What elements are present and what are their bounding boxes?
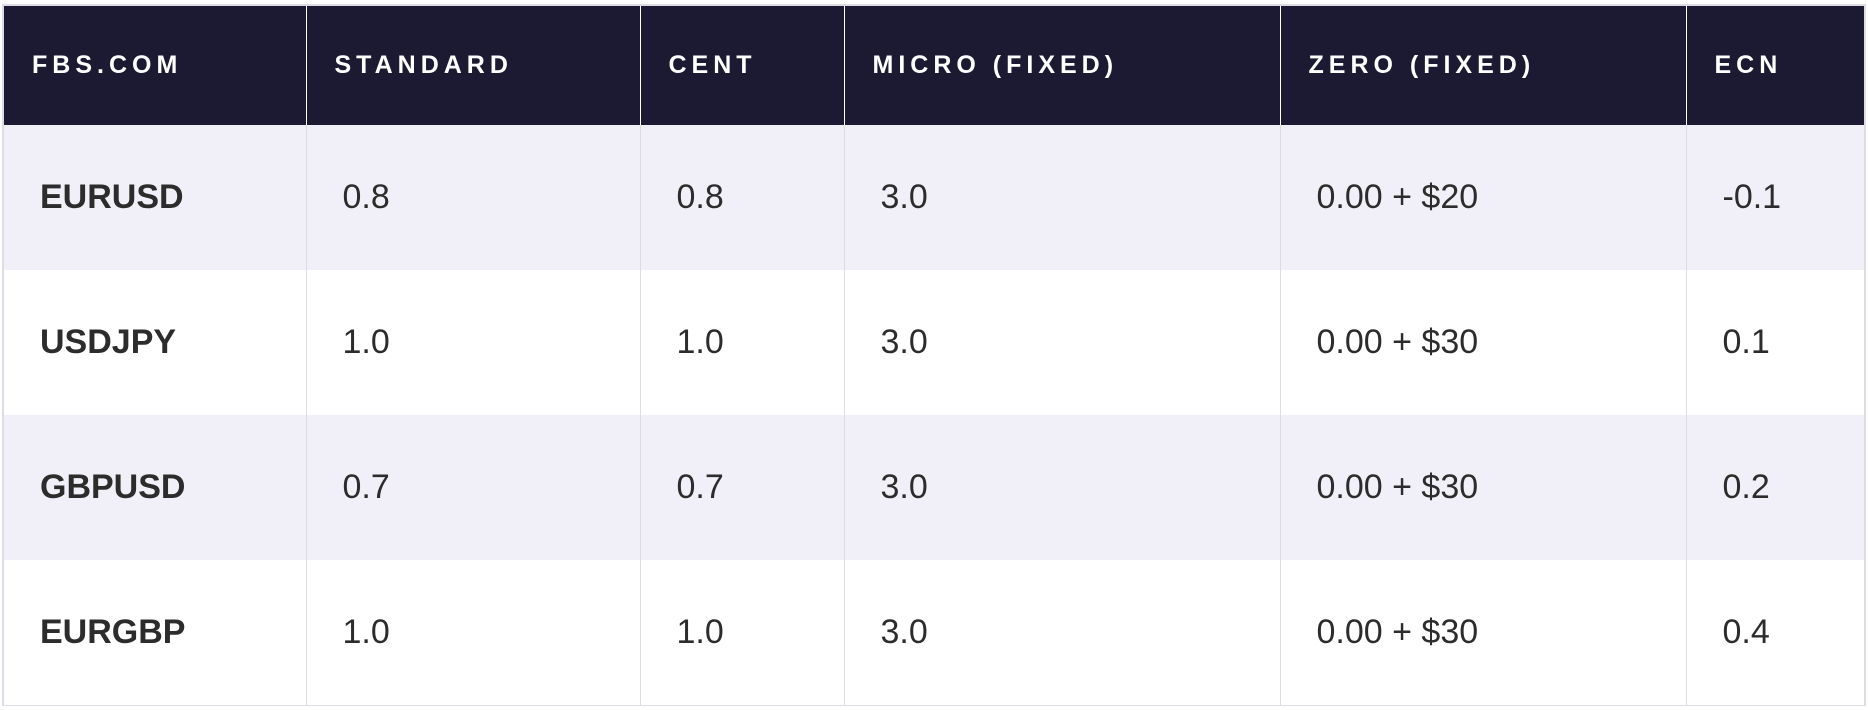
currency-pair-cell: EURUSD (4, 125, 307, 270)
spreads-table: FBS.COM STANDARD CENT MICRO (FIXED) ZERO… (4, 6, 1864, 705)
spread-cell: 0.7 (306, 415, 641, 560)
spread-cell: -0.1 (1722, 178, 1782, 216)
table-body: EURUSD 0.8 0.8 3.0 0.00 + $20 -0.1 USDJP… (4, 125, 1864, 705)
spread-cell: 3.0 (844, 125, 1281, 270)
header-cell-zero: ZERO (FIXED) (1280, 6, 1687, 125)
spread-cell: 0.4 (1722, 613, 1770, 651)
spread-cell: 0.2 (1722, 468, 1770, 506)
spread-cell: 0.00 + $30 (1280, 560, 1687, 705)
spreads-table-frame: FBS.COM STANDARD CENT MICRO (FIXED) ZERO… (2, 4, 1866, 706)
spread-cell: 0.00 + $30 (1280, 415, 1687, 560)
spread-cell: 3.0 (844, 560, 1281, 705)
currency-pair-cell: GBPUSD (4, 415, 307, 560)
spread-cell: 3.0 (844, 270, 1281, 415)
spread-cell: 0.7 (640, 415, 845, 560)
table-header: FBS.COM STANDARD CENT MICRO (FIXED) ZERO… (4, 6, 1864, 125)
currency-pair-cell: EURGBP (4, 560, 307, 705)
header-row: FBS.COM STANDARD CENT MICRO (FIXED) ZERO… (4, 6, 1864, 125)
table-row: USDJPY 1.0 1.0 3.0 0.00 + $30 0.1 (4, 270, 1864, 415)
spread-cell: 3.0 (844, 415, 1281, 560)
spread-cell: 1.0 (640, 560, 845, 705)
table-row: GBPUSD 0.7 0.7 3.0 0.00 + $30 0.2 (4, 415, 1864, 560)
header-cell-ecn: ECN (1714, 51, 1783, 79)
table-row: EURUSD 0.8 0.8 3.0 0.00 + $20 -0.1 (4, 125, 1864, 270)
spread-cell: 0.00 + $30 (1280, 270, 1687, 415)
spread-cell: 0.00 + $20 (1280, 125, 1687, 270)
header-cell-broker: FBS.COM (4, 6, 307, 125)
header-cell-cent: CENT (640, 6, 845, 125)
header-cell-micro: MICRO (FIXED) (844, 6, 1281, 125)
spread-cell: 0.8 (306, 125, 641, 270)
spread-cell: 1.0 (640, 270, 845, 415)
spread-cell: 1.0 (306, 560, 641, 705)
table-row: EURGBP 1.0 1.0 3.0 0.00 + $30 0.4 (4, 560, 1864, 705)
currency-pair-cell: USDJPY (4, 270, 307, 415)
header-cell-standard: STANDARD (306, 6, 641, 125)
spread-cell: 0.1 (1722, 323, 1770, 361)
spread-cell: 0.8 (640, 125, 845, 270)
spread-cell: 1.0 (306, 270, 641, 415)
